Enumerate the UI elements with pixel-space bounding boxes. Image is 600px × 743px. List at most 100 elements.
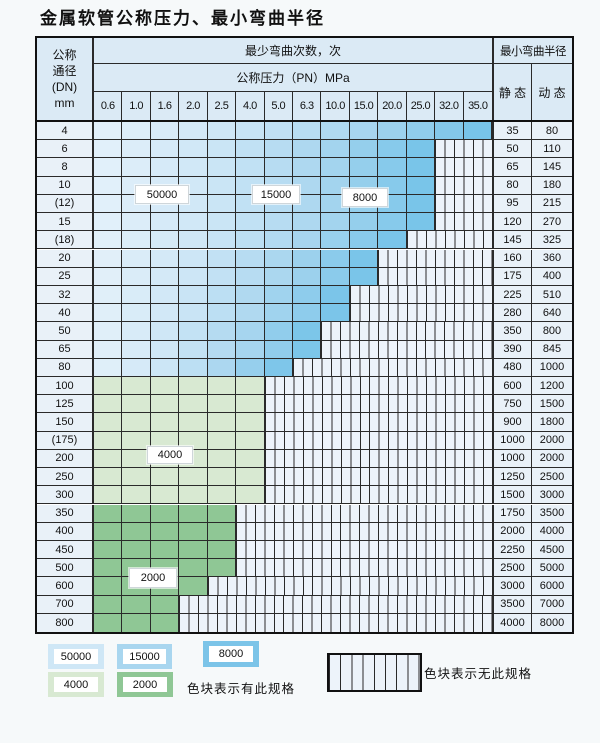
dn-cell: 350	[37, 504, 94, 522]
table-row: 100 600 1200	[37, 377, 572, 396]
spec-cell	[150, 486, 180, 504]
no-spec-cell	[207, 577, 492, 595]
table-row: 250 1250 2500	[37, 468, 572, 487]
spec-cell	[236, 140, 265, 158]
spec-cell	[207, 559, 237, 577]
table-row: (18) 145 325	[37, 231, 572, 250]
spec-cell	[207, 377, 237, 395]
table-row: 350 1750 3500	[37, 504, 572, 523]
spec-cell	[122, 413, 151, 431]
dn-cell: 10	[37, 176, 94, 194]
spec-cell	[122, 595, 151, 613]
static-radius-cell: 2000	[492, 522, 532, 540]
header-separator	[37, 120, 572, 122]
spec-cell	[94, 304, 123, 322]
spec-cell	[264, 213, 293, 231]
spec-cell	[179, 322, 208, 340]
spec-cell	[150, 231, 180, 249]
legend-chip-15000-value: 15000	[123, 649, 166, 664]
dynamic-radius-cell: 215	[532, 194, 572, 213]
static-radius-cell: 160	[492, 249, 532, 267]
spec-cell	[236, 267, 265, 285]
spec-cell	[179, 231, 208, 249]
spec-cell	[236, 322, 265, 340]
no-spec-cell	[264, 449, 492, 468]
spec-cell	[122, 213, 151, 231]
spec-cell	[264, 158, 293, 176]
dn-cell: 450	[37, 540, 94, 559]
spec-cell	[293, 340, 322, 358]
page-title: 金属软管公称压力、最小弯曲半径	[40, 9, 325, 29]
spec-cell	[122, 431, 151, 449]
header-pressure-value: 4.0	[236, 92, 265, 120]
spec-cell	[150, 522, 180, 540]
table-row: 150 900 1800	[37, 413, 572, 432]
static-radius-cell: 350	[492, 322, 532, 340]
dynamic-radius-cell: 325	[532, 231, 572, 249]
spec-cell	[122, 468, 151, 486]
dn-cell: 32	[37, 285, 94, 304]
spec-cell	[122, 322, 151, 340]
header-pressure-value: 5.0	[264, 92, 293, 120]
spec-cell	[236, 486, 265, 504]
table-row: 50 350 800	[37, 322, 572, 341]
spec-cell	[236, 340, 265, 358]
spec-cell	[207, 486, 237, 504]
legend-chip-50000: 50000	[48, 644, 104, 669]
spec-cell	[94, 231, 123, 249]
static-radius-cell: 2250	[492, 540, 532, 559]
spec-cell	[94, 140, 123, 158]
spec-cell	[264, 249, 293, 267]
static-radius-cell: 390	[492, 340, 532, 358]
no-spec-cell	[179, 595, 492, 613]
spec-cell	[179, 213, 208, 231]
spec-cell	[122, 377, 151, 395]
spec-cell	[150, 158, 180, 176]
spec-cell	[321, 213, 350, 231]
spec-cell	[264, 304, 293, 322]
table-row: (12) 95 215	[37, 194, 572, 214]
spec-cell	[264, 140, 293, 158]
no-spec-cell	[349, 285, 492, 304]
static-radius-cell: 95	[492, 194, 532, 213]
spec-cell	[207, 140, 237, 158]
spec-cell	[321, 122, 350, 140]
spec-cell	[179, 158, 208, 176]
dn-cell: 50	[37, 322, 94, 340]
table-row: 25 175 400	[37, 267, 572, 286]
table-row: 200 1000 2000	[37, 449, 572, 469]
header-dn-line: 公称	[52, 47, 77, 62]
dn-cell: 600	[37, 577, 94, 595]
static-radius-cell: 1000	[492, 431, 532, 449]
dn-cell: 40	[37, 304, 94, 322]
no-spec-cell	[378, 249, 492, 267]
spec-cell	[349, 122, 379, 140]
spec-cell	[94, 285, 123, 304]
static-radius-cell: 1000	[492, 449, 532, 468]
spec-cell	[94, 413, 123, 431]
spec-cell	[122, 140, 151, 158]
dynamic-radius-cell: 640	[532, 304, 572, 322]
static-radius-cell: 65	[492, 158, 532, 176]
pressure-table: 公称 通径 (DN) mm 最少弯曲次数，次 公称压力（PN）MPa 0.6 1.…	[35, 36, 574, 634]
table-row: 300 1500 3000	[37, 486, 572, 505]
header-pressure-value: 2.0	[179, 92, 208, 120]
spec-cell	[94, 122, 123, 140]
spec-cell	[236, 395, 265, 413]
header-min-bend-cycles: 最少弯曲次数，次	[94, 38, 492, 64]
cycles-label-overlay-15000: 15000	[252, 185, 300, 204]
spec-cell	[349, 213, 379, 231]
spec-cell	[122, 231, 151, 249]
legend-chip-8000-value: 8000	[209, 646, 253, 662]
spec-cell	[207, 285, 237, 304]
table-row: 500 2500 5000	[37, 559, 572, 578]
spec-cell	[207, 322, 237, 340]
spec-cell	[150, 140, 180, 158]
spec-cell	[321, 140, 350, 158]
dynamic-radius-cell: 1000	[532, 358, 572, 376]
no-spec-cell	[236, 522, 492, 540]
no-spec-cell	[321, 340, 492, 358]
spec-cell	[150, 213, 180, 231]
spec-cell	[122, 304, 151, 322]
no-spec-cell	[264, 395, 492, 413]
